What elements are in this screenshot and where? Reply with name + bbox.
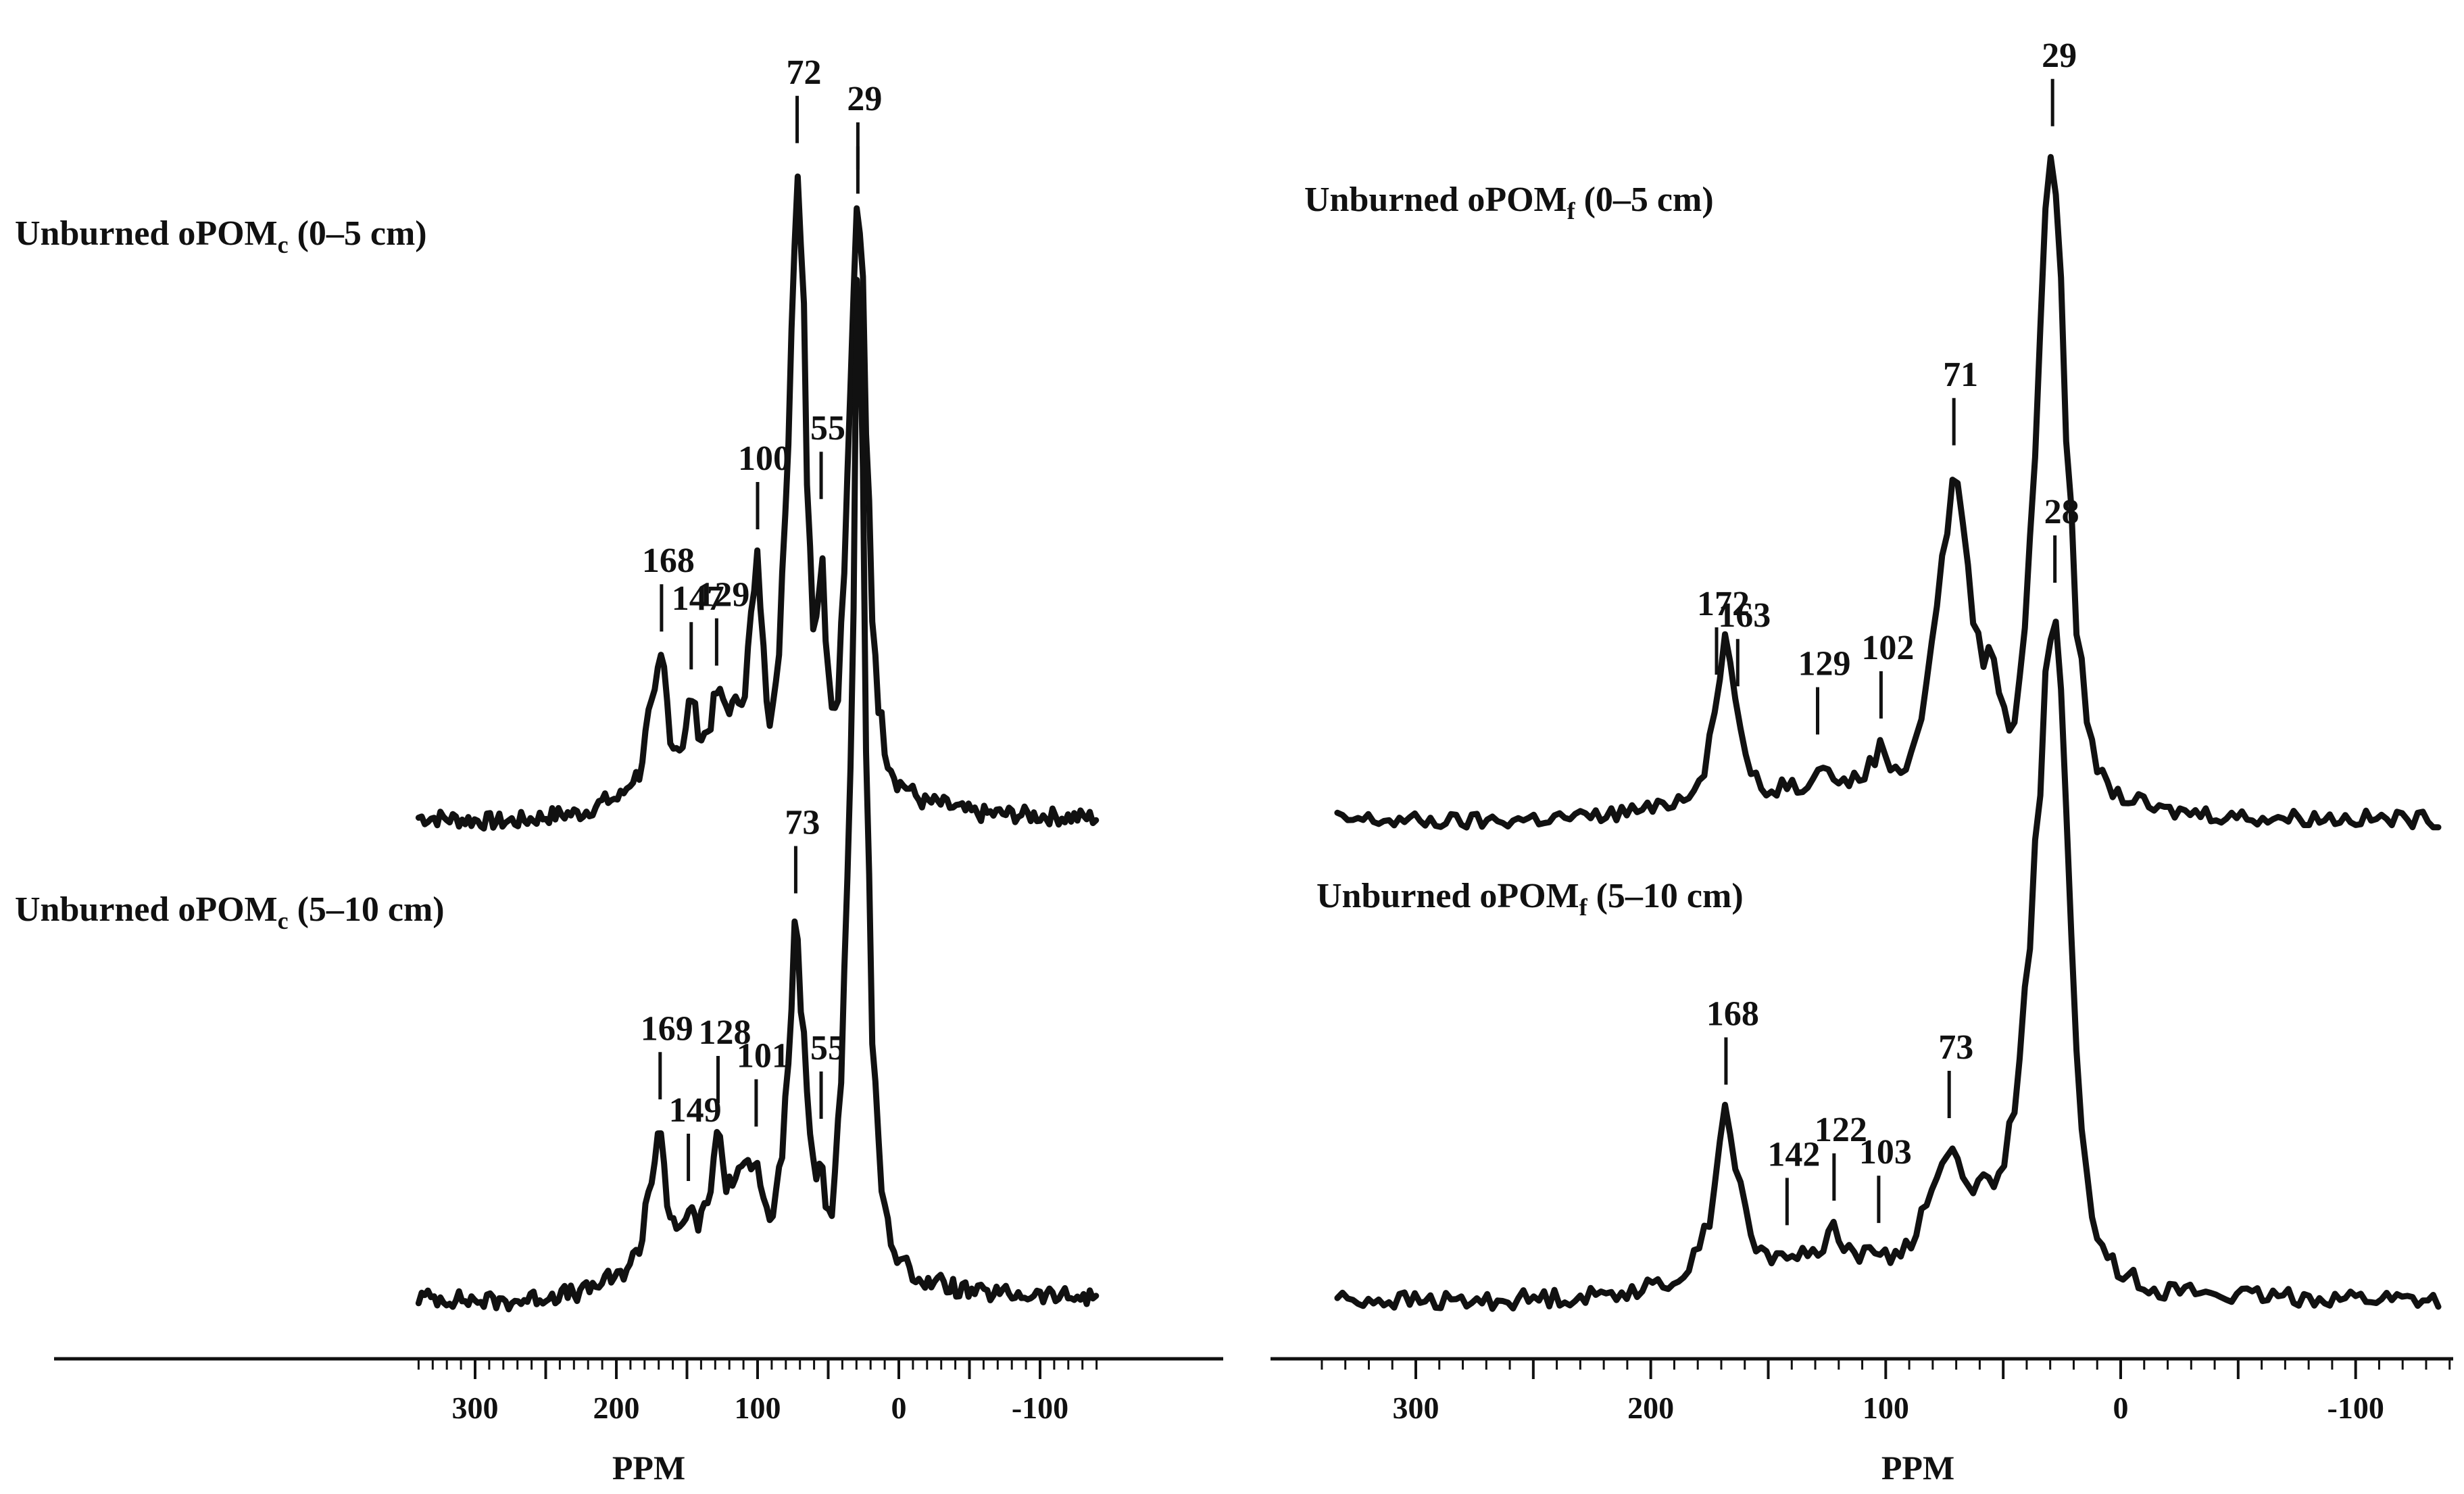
peak-label: 149 bbox=[669, 1091, 722, 1130]
series-label-1-0: Unburned oPOMf (0–5 cm) bbox=[1304, 180, 1714, 224]
series-label-main: Unburned oPOM bbox=[15, 890, 278, 929]
series-label-depth: (5–10 cm) bbox=[1587, 877, 1744, 915]
peak-label: 72 bbox=[787, 53, 822, 92]
x-tick-label: 200 bbox=[1627, 1391, 1674, 1425]
peak-label: 73 bbox=[785, 804, 820, 842]
peak-label: 102 bbox=[1861, 629, 1914, 667]
peak-label: 29 bbox=[847, 80, 882, 118]
peak-label: 73 bbox=[1938, 1028, 1973, 1067]
series-label-0-0: Unburned oPOMc (0–5 cm) bbox=[15, 214, 427, 258]
peak-label: 103 bbox=[1859, 1133, 1912, 1172]
peak-label: 128 bbox=[698, 1013, 751, 1052]
peak-label: 168 bbox=[642, 541, 695, 580]
series-label-sub: c bbox=[278, 231, 289, 258]
peak-label: 55 bbox=[810, 409, 845, 448]
spectrum-trace bbox=[415, 276, 1100, 1313]
peak-label: 163 bbox=[1718, 596, 1771, 635]
series-label-sub: f bbox=[1579, 894, 1588, 921]
peak-label: 29 bbox=[2042, 37, 2077, 75]
x-tick-label: 100 bbox=[1863, 1391, 1909, 1425]
spectrum-trace bbox=[1334, 153, 2442, 831]
series-label-depth: (0–5 cm) bbox=[289, 214, 427, 253]
peak-label: 129 bbox=[697, 576, 749, 615]
series-label-main: Unburned oPOM bbox=[15, 214, 278, 253]
chart-panel-left: Unburned oPOMc (0–5 cm)16814712910072552… bbox=[15, 53, 1223, 1487]
peak-label: 55 bbox=[810, 1029, 845, 1067]
x-tick-label: 0 bbox=[2113, 1391, 2129, 1425]
x-tick-label: 300 bbox=[1393, 1391, 1439, 1425]
peak-label: 168 bbox=[1706, 995, 1759, 1034]
spectrum-trace bbox=[1334, 619, 2442, 1312]
x-tick-label: 300 bbox=[452, 1391, 499, 1425]
x-tick-label: -100 bbox=[2327, 1391, 2384, 1425]
peak-label: 147 bbox=[672, 579, 724, 618]
peak-label: 100 bbox=[738, 439, 791, 478]
peak-label: 28 bbox=[2044, 493, 2079, 531]
series-label-depth: (5–10 cm) bbox=[289, 890, 445, 929]
x-tick-label: 0 bbox=[891, 1391, 907, 1425]
series-label-sub: c bbox=[278, 907, 289, 934]
peak-label: 142 bbox=[1767, 1135, 1820, 1174]
peak-label: 101 bbox=[737, 1037, 789, 1076]
x-tick-label: 100 bbox=[735, 1391, 781, 1425]
series-label-0-1: Unburned oPOMc (5–10 cm) bbox=[15, 890, 445, 934]
x-axis-title: PPM bbox=[612, 1449, 685, 1487]
x-tick-label: -100 bbox=[1012, 1391, 1068, 1425]
peak-label: 172 bbox=[1697, 585, 1750, 623]
series-label-1-1: Unburned oPOMf (5–10 cm) bbox=[1316, 877, 1744, 921]
series-label-main: Unburned oPOM bbox=[1316, 877, 1579, 915]
peak-label: 122 bbox=[1815, 1111, 1867, 1149]
peak-label: 169 bbox=[641, 1009, 693, 1048]
spectrum-trace bbox=[415, 173, 1100, 832]
x-axis-title: PPM bbox=[1881, 1449, 1954, 1487]
series-label-depth: (0–5 cm) bbox=[1575, 180, 1714, 219]
peak-label: 129 bbox=[1798, 645, 1851, 683]
series-label-sub: f bbox=[1567, 197, 1576, 224]
series-label-main: Unburned oPOM bbox=[1304, 180, 1567, 219]
peak-label: 71 bbox=[1943, 356, 1978, 394]
x-tick-label: 200 bbox=[593, 1391, 640, 1425]
